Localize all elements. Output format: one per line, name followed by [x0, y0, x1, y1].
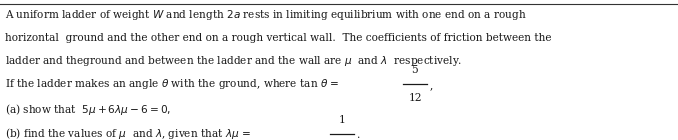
Text: ,: , [430, 80, 433, 90]
Text: (a) show that  $5\mu + 6\lambda\mu - 6 = 0,$: (a) show that $5\mu + 6\lambda\mu - 6 = … [5, 102, 172, 117]
Text: 5: 5 [412, 65, 418, 75]
Text: A uniform ladder of weight $W$ and length $2a$ rests in limiting equilibrium wit: A uniform ladder of weight $W$ and lengt… [5, 8, 527, 22]
Text: 12: 12 [408, 93, 422, 103]
Text: 1: 1 [338, 115, 345, 125]
Text: horizontal  ground and the other end on a rough vertical wall.  The coefficients: horizontal ground and the other end on a… [5, 33, 552, 43]
Text: If the ladder makes an angle $\theta$ with the ground, where tan $\theta$ =: If the ladder makes an angle $\theta$ wi… [5, 77, 340, 91]
Text: .: . [357, 130, 360, 140]
Text: (b) find the values of $\mu$  and $\lambda$, given that $\lambda\mu$ =: (b) find the values of $\mu$ and $\lambd… [5, 126, 252, 140]
Text: ladder and theground and between the ladder and the wall are $\mu$  and $\lambda: ladder and theground and between the lad… [5, 54, 463, 68]
